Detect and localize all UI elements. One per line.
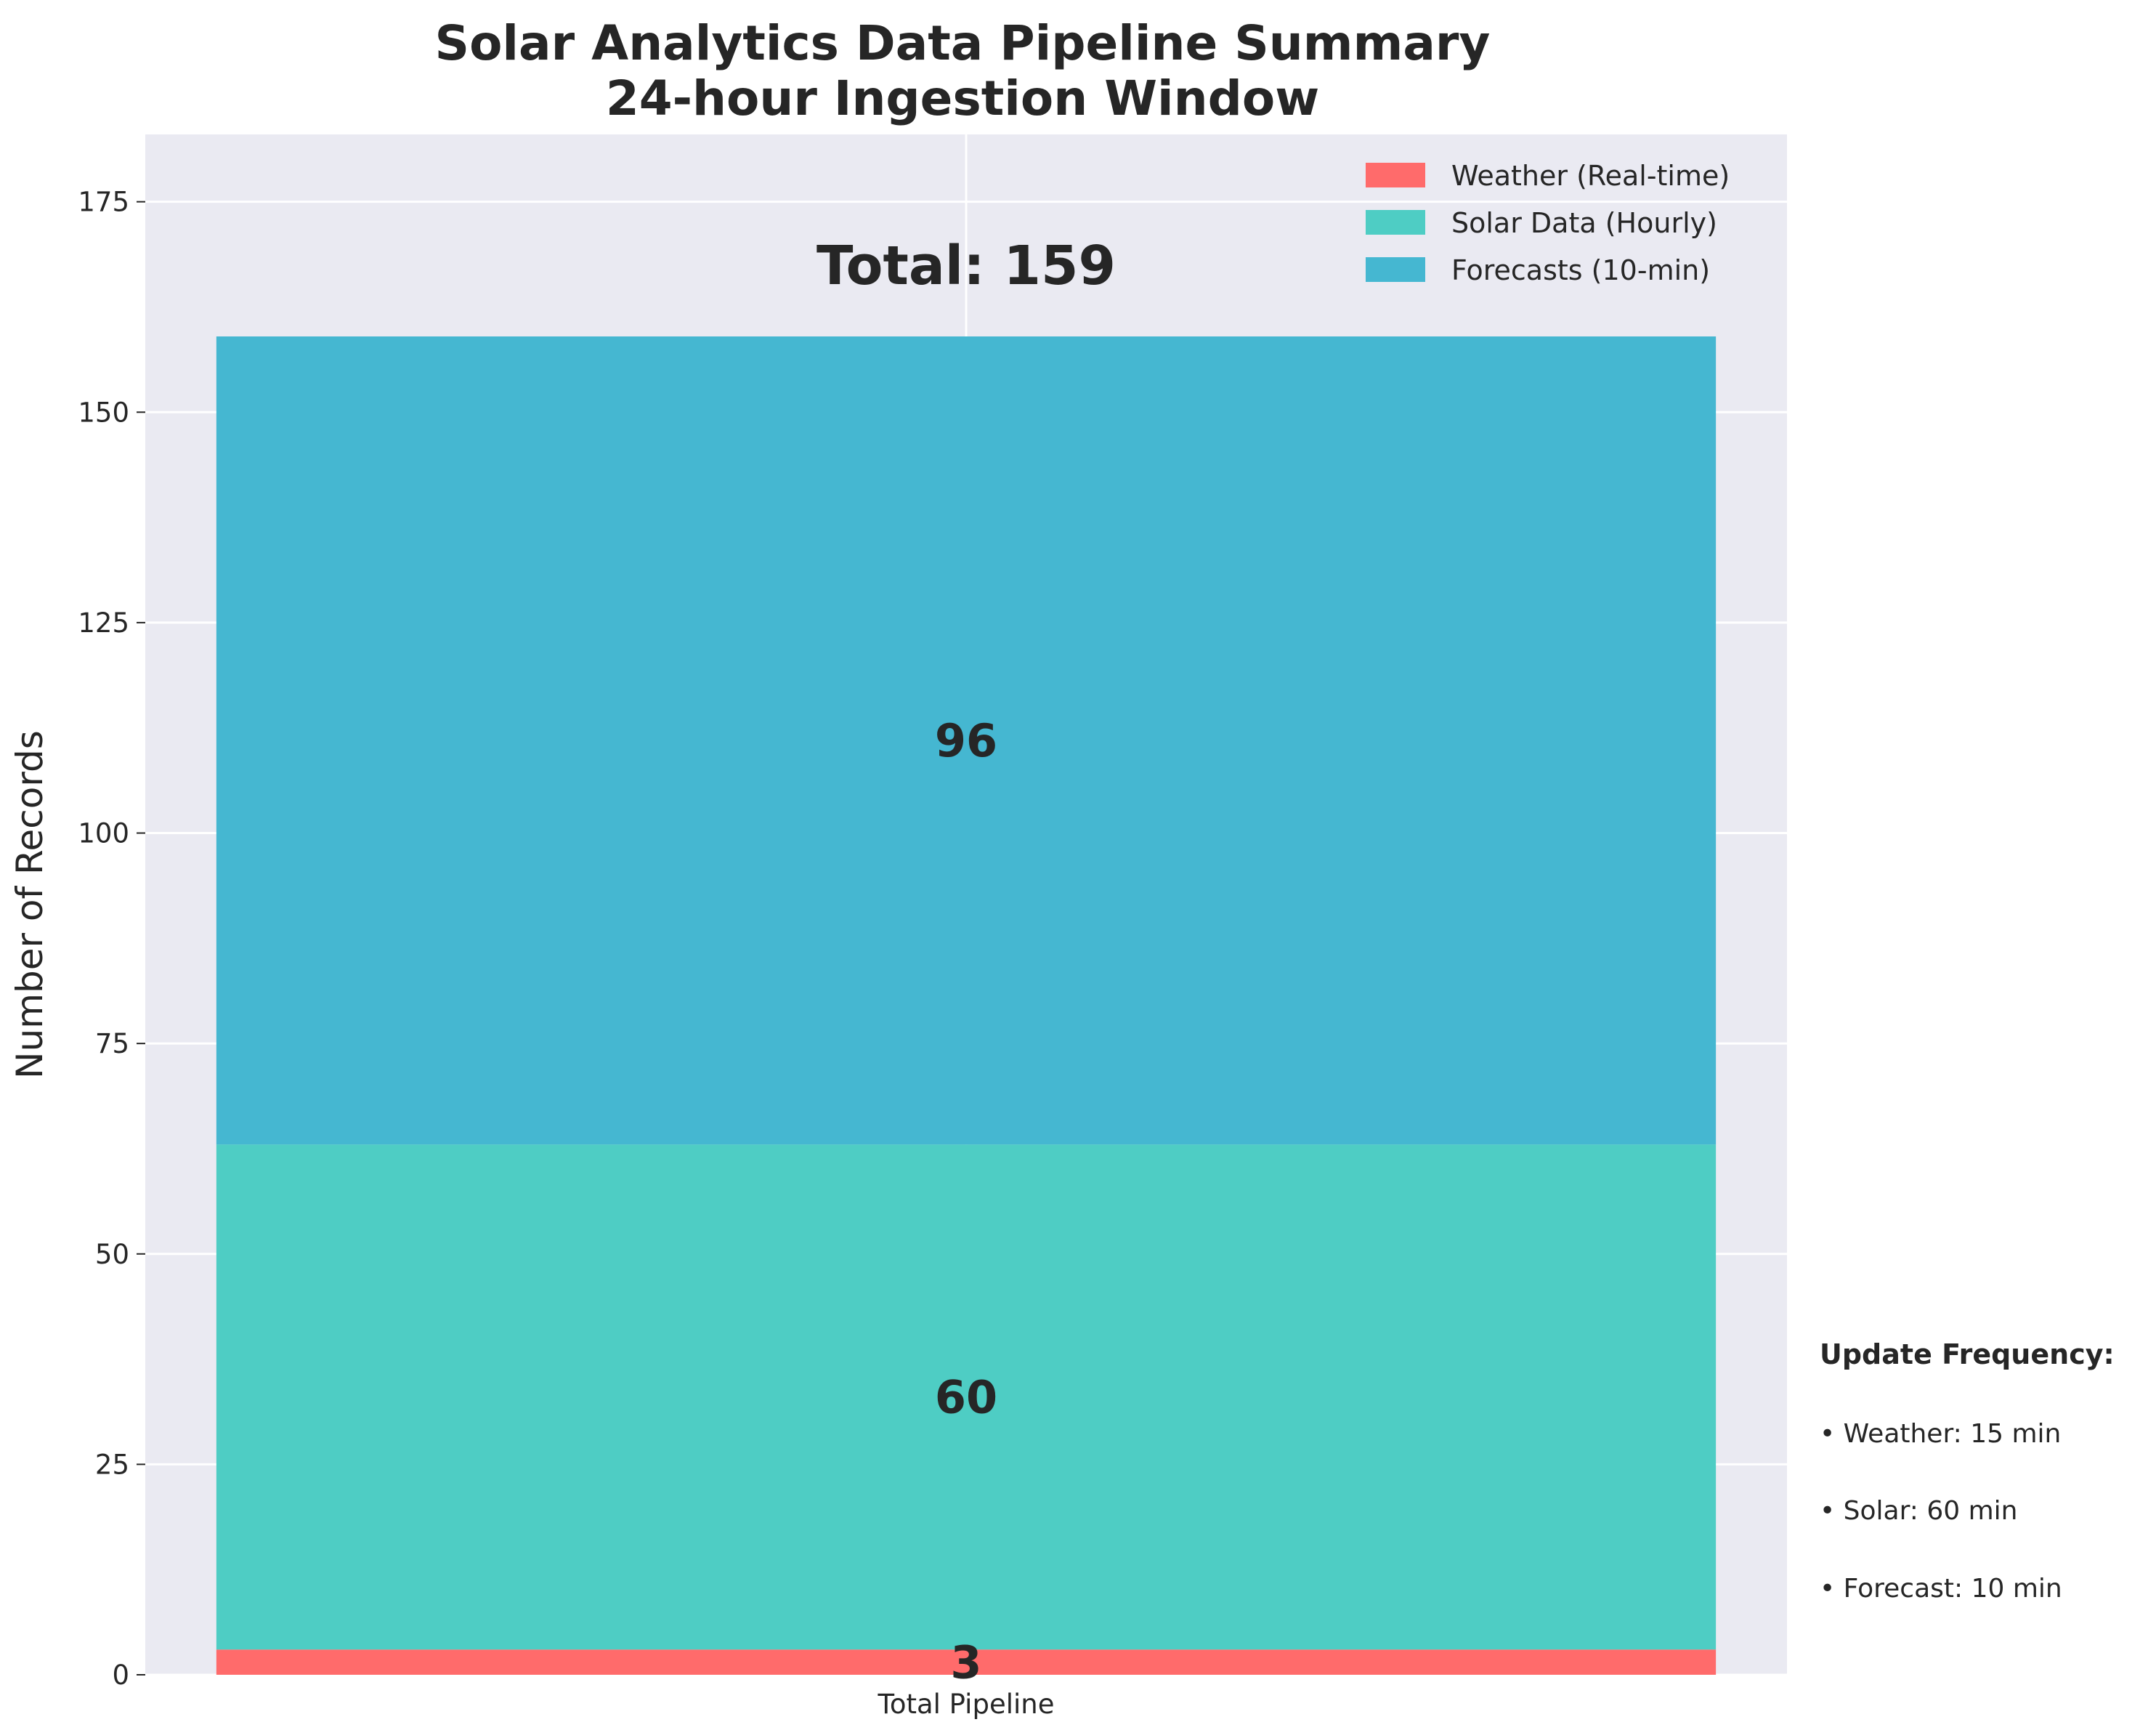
y-tick-label: 150 [78,397,129,428]
x-axis-ticks: Total Pipeline [878,1689,1055,1720]
bar-segment [216,1144,1717,1650]
total-label: Total: 159 [816,235,1116,297]
y-tick-label: 25 [95,1449,129,1480]
legend-swatch [1366,163,1425,187]
chart-title: Solar Analytics Data Pipeline Summary [435,15,1491,71]
legend-swatch [1366,210,1425,235]
legend-label: Forecasts (10-min) [1451,254,1710,286]
update-frequency-item: • Weather: 15 min [1820,1419,2061,1449]
y-tick-label: 175 [78,187,129,218]
update-frequency-heading: Update Frequency: [1820,1338,2115,1370]
update-frequency-note: Update Frequency: • Weather: 15 min • So… [1820,1338,2115,1604]
bar-segment [216,1649,1717,1675]
y-tick-label: 100 [78,818,129,849]
update-frequency-item: • Forecast: 10 min [1820,1574,2062,1604]
legend-label: Solar Data (Hourly) [1451,207,1717,239]
bar-value-label: 60 [935,1371,997,1424]
y-axis-label: Number of Records [9,730,51,1079]
y-tick-label: 125 [78,607,129,639]
update-frequency-item: • Solar: 60 min [1820,1496,2018,1526]
legend: Weather (Real-time) Solar Data (Hourly) Fo… [1366,160,1730,286]
bar-value-label: 96 [935,714,997,767]
bar-value-labels: 3 60 96 [935,714,997,1689]
y-tick-label: 75 [95,1028,129,1059]
legend-label: Weather (Real-time) [1451,160,1730,192]
y-tick-label: 0 [112,1660,129,1691]
bar-segment [216,336,1717,1145]
y-tick-label: 50 [95,1239,129,1270]
bar-stack [216,336,1717,1675]
y-axis-ticks: 0 25 50 75 100 125 150 175 [78,187,145,1691]
x-tick-label: Total Pipeline [878,1689,1055,1720]
bar-value-label: 3 [950,1636,981,1689]
chart-subtitle: 24-hour Ingestion Window [606,70,1319,126]
legend-swatch [1366,257,1425,282]
